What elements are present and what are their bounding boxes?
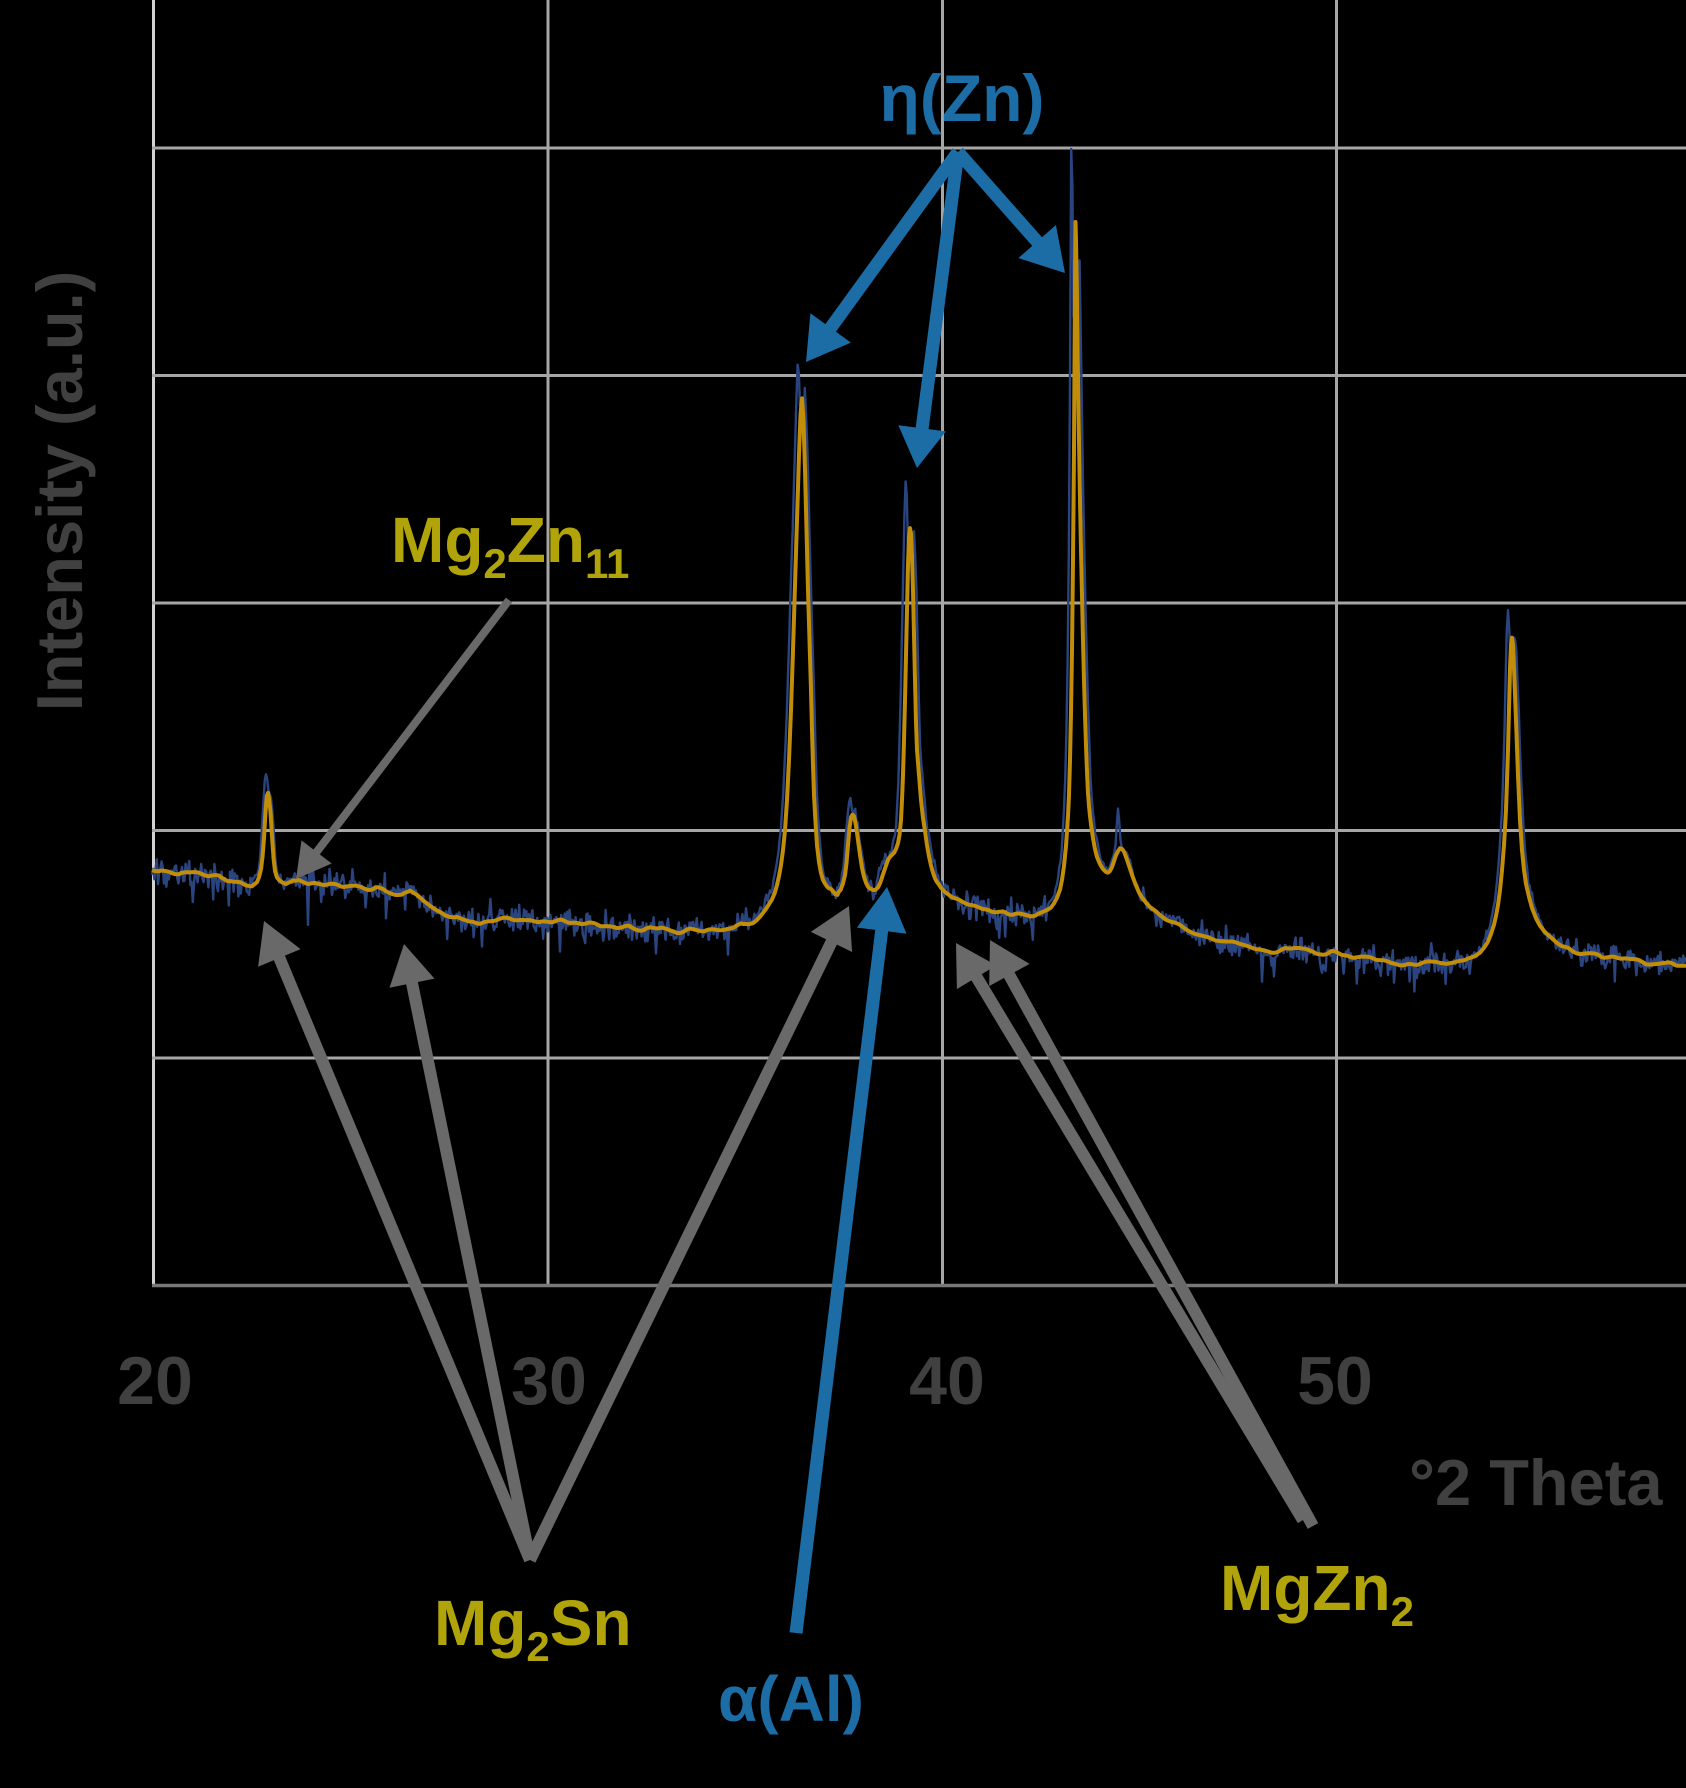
svg-text:30: 30 [511,1343,587,1419]
svg-text:MgZn2: MgZn2 [1220,1552,1414,1635]
svg-text:α(Al): α(Al) [718,1663,864,1735]
svg-text:50: 50 [1297,1343,1373,1419]
svg-text:Intensity (a.u.): Intensity (a.u.) [23,271,96,712]
svg-text:20: 20 [117,1343,193,1419]
svg-text:η(Zn): η(Zn) [880,61,1045,135]
svg-text:Mg2Sn: Mg2Sn [434,1587,632,1670]
svg-text:°2 Theta: °2 Theta [1409,1446,1663,1519]
svg-text:40: 40 [909,1343,985,1419]
